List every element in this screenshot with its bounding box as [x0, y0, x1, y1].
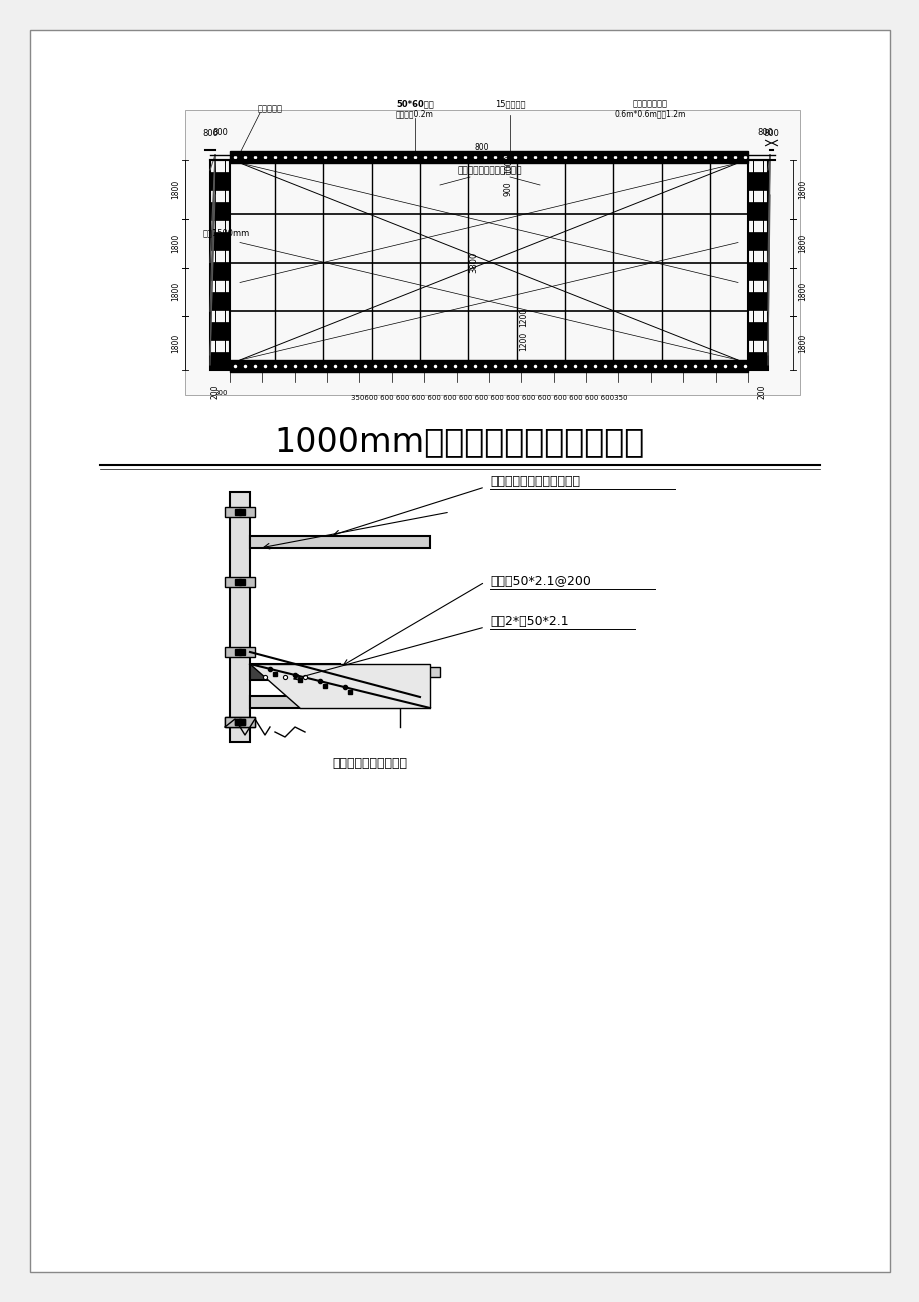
Text: 900: 900	[504, 181, 513, 195]
Bar	[250, 536, 429, 548]
Bar	[340, 667, 439, 677]
Bar	[210, 160, 230, 370]
Bar	[225, 577, 255, 587]
Text: 15厚木胶板: 15厚木胶板	[494, 99, 525, 108]
Text: 800: 800	[202, 129, 218, 138]
Text: 1800: 1800	[797, 333, 806, 353]
Text: 1800: 1800	[797, 233, 806, 253]
Text: 1200: 1200	[518, 332, 528, 352]
Text: 纵距1500mm: 纵距1500mm	[203, 228, 250, 237]
Bar	[210, 232, 230, 250]
Bar	[250, 664, 340, 680]
Bar	[210, 292, 230, 310]
Text: 主楞2*口50*2.1: 主楞2*口50*2.1	[490, 616, 568, 629]
Bar	[747, 172, 767, 190]
Bar	[210, 322, 230, 340]
Bar	[225, 717, 255, 727]
Text: 0.6m*0.6m步距1.2m: 0.6m*0.6m步距1.2m	[614, 109, 685, 118]
Bar	[230, 359, 747, 372]
Polygon shape	[250, 664, 429, 708]
Text: 横梁间距0.2m: 横梁间距0.2m	[396, 109, 434, 118]
Bar	[230, 492, 250, 742]
Text: 800: 800	[474, 143, 489, 152]
Bar	[210, 262, 230, 280]
Bar	[225, 506, 255, 517]
Text: 两侧拉杆与同一根钢筋焊接: 两侧拉杆与同一根钢筋焊接	[458, 165, 522, 174]
Bar	[250, 697, 400, 708]
Bar	[185, 109, 800, 395]
Text: 1200: 1200	[518, 307, 528, 327]
Bar	[747, 262, 767, 280]
Text: 1800: 1800	[171, 180, 180, 199]
Text: 3800: 3800	[469, 251, 478, 273]
Text: 1000: 1000	[504, 155, 513, 173]
Bar	[225, 717, 255, 727]
Text: 800: 800	[763, 129, 778, 138]
Text: 1000mm厚顶板处模板支架立面图: 1000mm厚顶板处模板支架立面图	[275, 424, 644, 458]
Text: 200: 200	[210, 385, 220, 400]
Bar	[747, 292, 767, 310]
Bar	[747, 232, 767, 250]
Text: 双方管主楞: 双方管主楞	[257, 104, 282, 113]
Text: 两侧拉杆与同一根钢筋焊接: 两侧拉杆与同一根钢筋焊接	[490, 475, 579, 488]
Bar	[230, 151, 747, 163]
Text: 脚手架支撑间距: 脚手架支撑间距	[632, 99, 667, 108]
Text: 50*60方管: 50*60方管	[396, 99, 434, 108]
Text: 1800: 1800	[171, 283, 180, 302]
Text: 1800: 1800	[171, 233, 180, 253]
Bar	[747, 160, 767, 370]
Bar	[210, 202, 230, 220]
Text: 800: 800	[212, 128, 228, 137]
Text: 800: 800	[756, 128, 772, 137]
Text: 次楞口50*2.1@200: 次楞口50*2.1@200	[490, 575, 590, 589]
Text: 300: 300	[214, 391, 228, 396]
Bar	[225, 647, 255, 658]
Bar	[210, 172, 230, 190]
Text: 1800: 1800	[171, 333, 180, 353]
Bar	[747, 322, 767, 340]
Text: 200: 200	[757, 385, 766, 400]
Bar	[747, 352, 767, 370]
Text: 350600 600 600 600 600 600 600 600 600 600 600 600 600 600 600 600350: 350600 600 600 600 600 600 600 600 600 6…	[350, 395, 627, 401]
Text: 1800: 1800	[797, 283, 806, 302]
Bar	[210, 352, 230, 370]
Text: 洞身加腋处支架节点图: 洞身加腋处支架节点图	[332, 756, 407, 769]
Text: 1800: 1800	[797, 180, 806, 199]
Bar	[747, 202, 767, 220]
